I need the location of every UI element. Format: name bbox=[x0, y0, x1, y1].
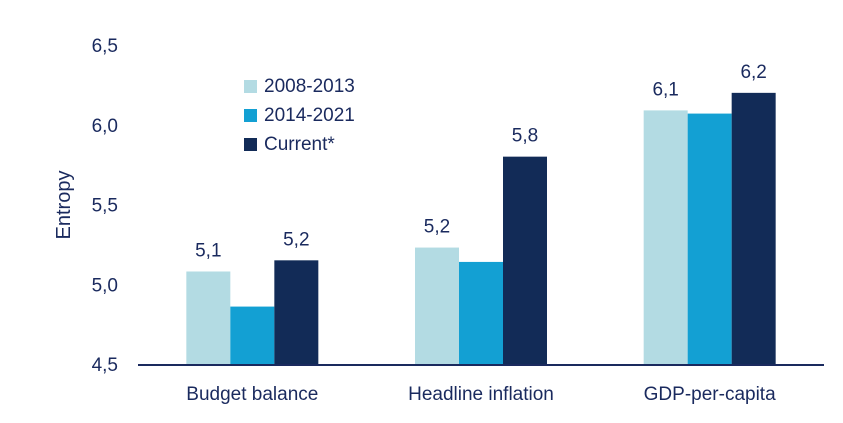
x-category-label: Budget balance bbox=[186, 384, 318, 405]
x-category-label: GDP-per-capita bbox=[644, 384, 776, 405]
legend: 2008-2013 2014-2021 Current* bbox=[244, 76, 355, 155]
y-tick-label: 5,0 bbox=[92, 275, 118, 296]
data-label: 5,2 bbox=[424, 217, 450, 238]
bar-1-2 bbox=[503, 156, 547, 364]
data-label: 5,1 bbox=[195, 240, 221, 261]
x-category-label: Headline inflation bbox=[408, 384, 554, 405]
legend-label: 2014-2021 bbox=[264, 105, 355, 126]
legend-label: 2008-2013 bbox=[264, 76, 355, 97]
data-label: 5,8 bbox=[512, 126, 538, 147]
data-labels: 5,1 5,2 5,2 5,8 6,1 6,2 bbox=[195, 62, 767, 262]
x-axis-categories: Budget balance Headline inflation GDP-per-… bbox=[186, 384, 776, 405]
y-axis-label: Entropy bbox=[53, 171, 75, 240]
bar-1-0 bbox=[415, 247, 459, 364]
y-axis-ticks: 6,5 6,0 5,5 5,0 4,5 bbox=[92, 36, 118, 376]
bar-1-1 bbox=[459, 261, 503, 364]
y-tick-label: 6,5 bbox=[92, 36, 118, 57]
bar-0-2 bbox=[274, 260, 319, 364]
bar-0-0 bbox=[186, 271, 231, 364]
bar-2-2 bbox=[731, 92, 776, 364]
legend-swatch bbox=[244, 138, 257, 151]
legend-swatch bbox=[244, 109, 257, 122]
legend-swatch bbox=[244, 80, 257, 93]
bars bbox=[186, 92, 776, 365]
data-label: 6,2 bbox=[740, 62, 766, 83]
data-label: 6,1 bbox=[652, 79, 678, 100]
bar-2-0 bbox=[643, 110, 688, 365]
y-tick-label: 5,5 bbox=[92, 196, 118, 217]
y-tick-label: 4,5 bbox=[92, 355, 118, 376]
legend-label: Current* bbox=[264, 134, 335, 155]
bar-0-1 bbox=[230, 306, 275, 364]
y-tick-label: 6,0 bbox=[92, 116, 118, 137]
data-label: 5,2 bbox=[283, 229, 309, 250]
bar-2-1 bbox=[687, 113, 732, 365]
